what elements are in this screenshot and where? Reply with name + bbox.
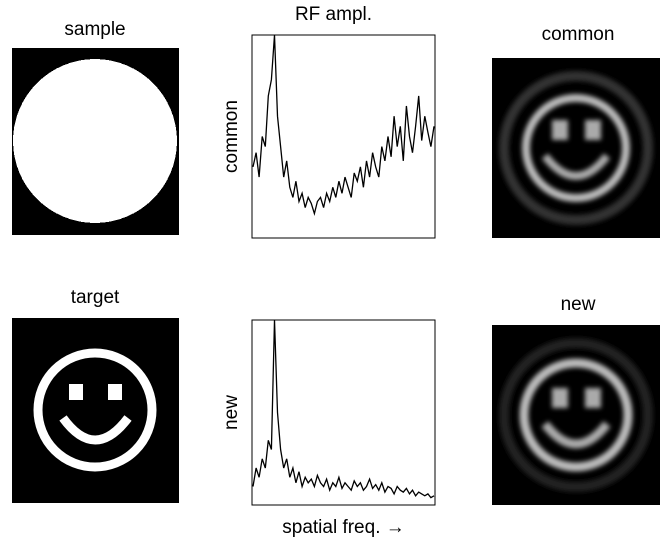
panel-title: sample <box>64 19 125 40</box>
new-image <box>492 325 660 505</box>
chart-title: RF ampl. <box>295 4 372 25</box>
common-image <box>492 58 660 238</box>
panel-title: new <box>561 294 596 315</box>
figure: sample target common new RF ampl.co <box>0 0 663 542</box>
panel-title: common <box>542 24 615 45</box>
y-axis-label: new <box>221 395 242 430</box>
line <box>253 320 434 498</box>
sample-image <box>12 48 179 235</box>
target-image <box>12 318 179 503</box>
y-axis-label: common <box>221 100 242 173</box>
axes-box <box>252 320 435 505</box>
panel-title: target <box>71 287 120 308</box>
x-axis-label: spatial freq. → <box>282 517 405 538</box>
line <box>253 35 434 214</box>
